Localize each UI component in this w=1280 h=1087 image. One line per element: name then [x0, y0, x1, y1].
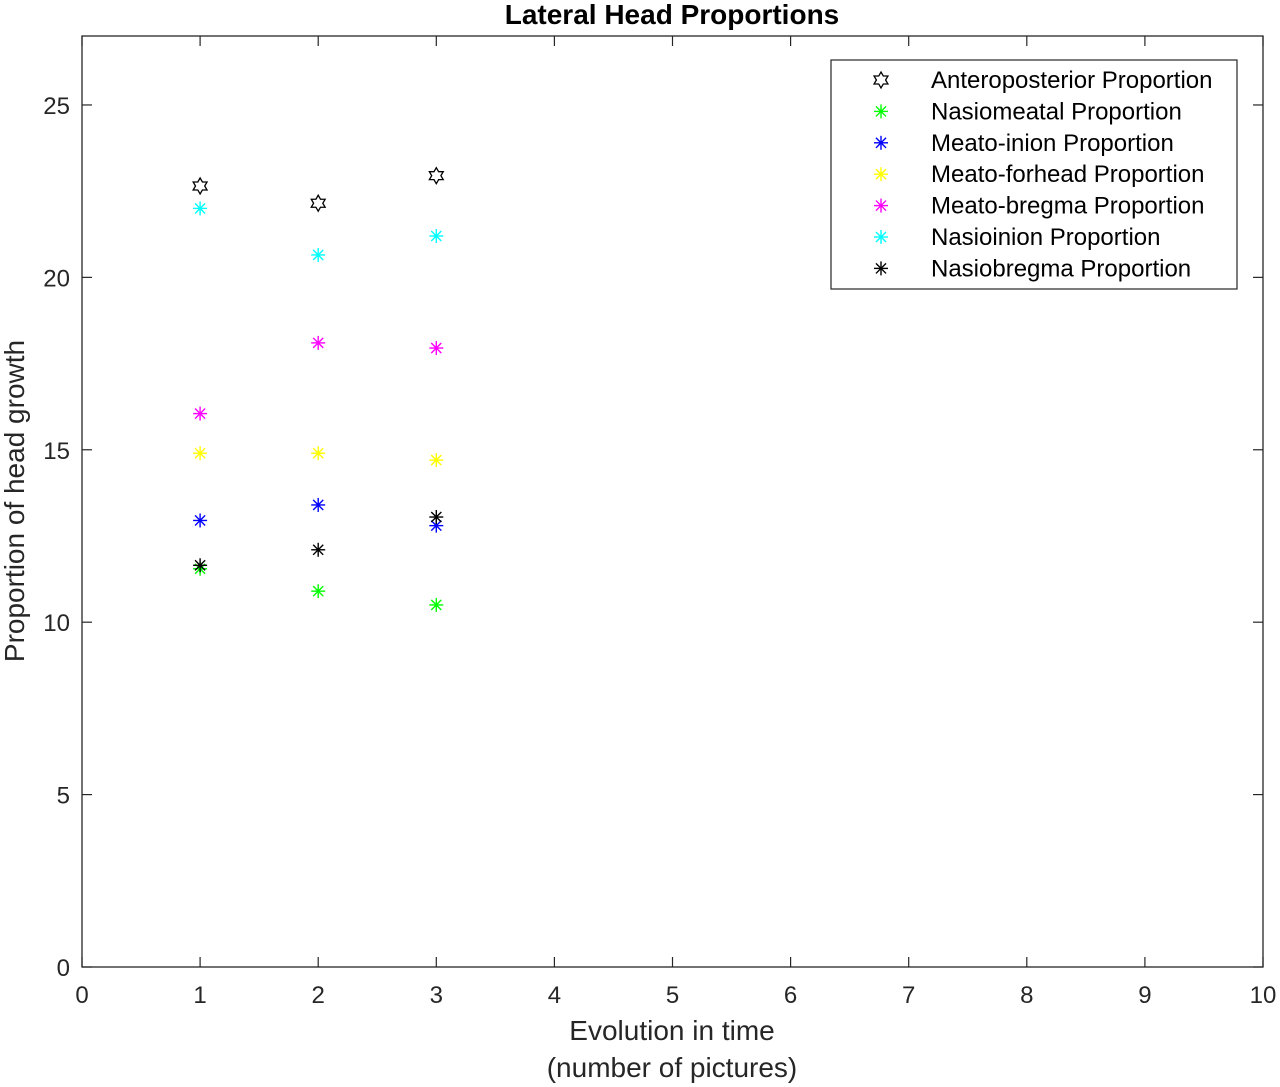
data-point-series-5: [429, 341, 444, 356]
x-tick-label: 3: [430, 982, 443, 1009]
data-point-series-5: [311, 335, 326, 350]
data-point-series-7: [429, 510, 444, 525]
legend-marker: [874, 135, 888, 150]
legend-entry-label: Meato-inion Proportion: [931, 130, 1174, 157]
data-point-series-1: [310, 193, 327, 213]
legend-box: [830, 59, 1238, 290]
y-tick-label: 0: [57, 955, 70, 982]
y-tick-label: 5: [57, 783, 70, 810]
x-tick-label: 6: [784, 982, 797, 1009]
x-tick-label: 10: [1250, 982, 1277, 1009]
x-tick-label: 0: [75, 982, 88, 1009]
legend-entry-label: Anteroposterior Proportion: [931, 67, 1212, 94]
legend: Anteroposterior Proportion Nasiomeatal Pr…: [830, 59, 1238, 290]
y-tick-label: 10: [43, 610, 70, 637]
data-point-series-2: [311, 584, 326, 599]
x-tick-label: 1: [193, 982, 206, 1009]
data-point-series-6: [311, 247, 326, 262]
x-tick-label: 5: [666, 982, 679, 1009]
y-tick-label: 20: [43, 265, 70, 292]
x-tick-label: 8: [1020, 982, 1033, 1009]
legend-entry-label: Nasiomeatal Proportion: [931, 98, 1182, 125]
legend-entry-label: Meato-forhead Proportion: [931, 161, 1205, 188]
data-point-series-3: [193, 513, 208, 528]
x-tick-label: 7: [902, 982, 915, 1009]
data-point-series-1: [192, 176, 209, 196]
x-tick-label: 4: [548, 982, 561, 1009]
legend-marker: [874, 261, 888, 276]
y-tick-label: 15: [43, 438, 70, 465]
x-axis-label-line-2: (number of pictures): [547, 1052, 798, 1083]
data-point-series-5: [193, 406, 208, 421]
data-point-series-7: [311, 542, 326, 557]
legend-entry-label: Nasiobregma Proportion: [931, 255, 1191, 282]
x-tick-label: 9: [1138, 982, 1151, 1009]
data-point-series-4: [193, 446, 208, 461]
data-point-series-4: [429, 453, 444, 468]
chart-title: Lateral Head Proportions: [505, 0, 840, 30]
data-point-series-6: [429, 228, 444, 243]
y-tick-label: 25: [43, 93, 70, 120]
data-markers: [192, 166, 445, 612]
legend-marker: [874, 104, 888, 119]
y-axis-label: Proportion of head growth: [0, 340, 30, 662]
legend-entry-label: Nasioinion Proportion: [931, 224, 1160, 251]
legend-marker: [874, 167, 888, 182]
legend-entry-label: Meato-bregma Proportion: [931, 193, 1204, 220]
y-axis: 0 5 10 15 20 25: [43, 93, 1263, 982]
x-axis-label-line-1: Evolution in time: [569, 1015, 774, 1046]
x-axis: 0 1 2 3 4 5 6 7 8 9 10: [75, 36, 1276, 1009]
legend-marker: [874, 230, 888, 244]
legend-marker: [874, 198, 888, 213]
data-point-series-3: [311, 497, 326, 512]
legend-marker: [872, 70, 890, 90]
x-tick-label: 2: [312, 982, 325, 1009]
data-point-series-2: [429, 597, 444, 612]
data-point-series-7: [193, 558, 208, 573]
data-point-series-1: [428, 166, 445, 185]
data-point-series-6: [193, 201, 208, 216]
data-point-series-4: [311, 446, 326, 461]
